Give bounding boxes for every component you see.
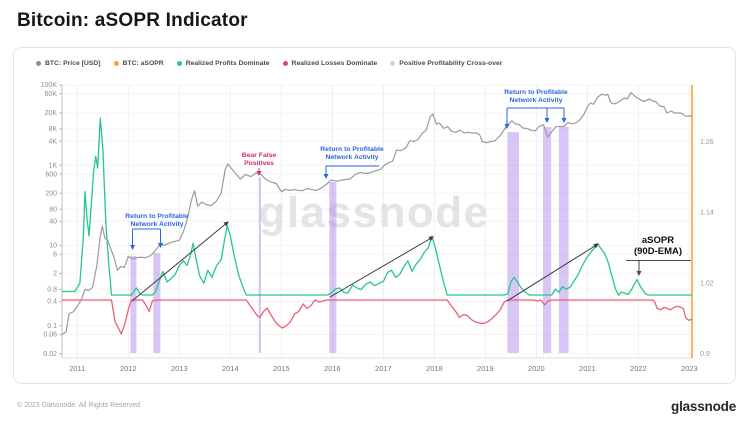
legend-dot-icon bbox=[282, 61, 288, 66]
x-tick-label: 2015 bbox=[273, 364, 290, 373]
x-tick-label: 2011 bbox=[69, 364, 85, 373]
trend-arrow bbox=[329, 236, 434, 298]
legend-dot-icon bbox=[113, 61, 119, 66]
left-tick-label: 10 bbox=[49, 243, 57, 250]
left-tick-label: 4K bbox=[48, 138, 57, 145]
left-tick-label: 600 bbox=[45, 171, 57, 178]
crossover-band bbox=[543, 127, 552, 353]
x-tick-label: 2016 bbox=[324, 364, 341, 373]
crossover-band bbox=[153, 253, 161, 353]
trend-arrow bbox=[131, 221, 229, 302]
legend-dot-icon bbox=[36, 61, 41, 66]
x-tick-label: 2023 bbox=[681, 364, 698, 373]
legend-item-positive-profitability-cross-over[interactable]: Positive Profitability Cross-over bbox=[390, 60, 502, 67]
left-tick-label: 1K bbox=[48, 162, 57, 169]
legend-item-label: BTC: Price [USD] bbox=[45, 60, 101, 67]
legend-dot-icon bbox=[176, 61, 182, 66]
legend-item-realized-losses-dominate[interactable]: Realized Losses Dominate bbox=[282, 60, 378, 67]
legend-item-btc-asopr[interactable]: BTC: aSOPR bbox=[113, 60, 164, 67]
left-tick-label: 8K bbox=[48, 126, 57, 133]
left-tick-label: 0.1 bbox=[47, 323, 57, 330]
asopr-profits-line bbox=[62, 117, 692, 296]
legend-item-realized-profits-dominate[interactable]: Realized Profits Dominate bbox=[176, 60, 270, 67]
asopr-losses-line bbox=[62, 299, 693, 335]
right-tick-label: 1.02 bbox=[700, 280, 714, 287]
left-tick-label: 2 bbox=[53, 271, 57, 278]
x-tick-label: 2014 bbox=[222, 364, 239, 373]
right-tick-label: 1.14 bbox=[700, 210, 714, 217]
left-tick-label: 80 bbox=[49, 206, 57, 213]
legend: BTC: Price [USD] BTC: aSOPR Realized Profi… bbox=[36, 60, 502, 67]
left-tick-label: 0.06 bbox=[43, 332, 57, 339]
x-tick-label: 2020 bbox=[528, 364, 545, 373]
watermark: glassnode bbox=[258, 188, 489, 237]
legend-item-label: Realized Losses Dominate bbox=[291, 60, 378, 67]
right-tick-label: 0.9 bbox=[700, 351, 710, 358]
trend-arrow bbox=[506, 243, 599, 302]
left-tick-label: 100K bbox=[41, 82, 58, 89]
left-tick-label: 200 bbox=[45, 190, 57, 197]
x-tick-label: 2018 bbox=[426, 364, 443, 373]
x-tick-label: 2013 bbox=[171, 364, 188, 373]
crossover-band bbox=[329, 182, 337, 353]
x-tick-label: 2012 bbox=[120, 364, 137, 373]
legend-item-label: Realized Profits Dominate bbox=[185, 60, 270, 67]
crossover-band bbox=[258, 177, 261, 353]
crossover-band bbox=[558, 127, 569, 353]
crossover-band bbox=[507, 132, 519, 353]
glassnode-logo: glassnode bbox=[671, 399, 736, 414]
legend-item-label: BTC: aSOPR bbox=[122, 60, 164, 67]
x-tick-label: 2017 bbox=[375, 364, 392, 373]
legend-item-btc-price-usd[interactable]: BTC: Price [USD] bbox=[36, 60, 101, 67]
left-tick-label: 60K bbox=[45, 91, 58, 98]
x-tick-label: 2021 bbox=[579, 364, 596, 373]
x-tick-label: 2019 bbox=[477, 364, 494, 373]
copyright-text: © 2023 Glassnode. All Rights Reserved. bbox=[17, 402, 143, 409]
crossover-band bbox=[130, 256, 137, 353]
x-tick-label: 2022 bbox=[630, 364, 647, 373]
legend-item-label: Positive Profitability Cross-over bbox=[399, 60, 503, 67]
left-tick-label: 6 bbox=[53, 252, 57, 259]
left-tick-label: 20K bbox=[45, 110, 58, 117]
page-title: Bitcoin: aSOPR Indicator bbox=[17, 10, 248, 31]
left-tick-label: 0.8 bbox=[47, 287, 57, 294]
left-tick-label: 40 bbox=[49, 219, 57, 226]
legend-dot-icon bbox=[390, 61, 396, 66]
right-tick-label: 1.26 bbox=[700, 139, 714, 146]
left-tick-label: 0.4 bbox=[47, 299, 57, 306]
left-tick-label: 0.02 bbox=[43, 351, 57, 358]
